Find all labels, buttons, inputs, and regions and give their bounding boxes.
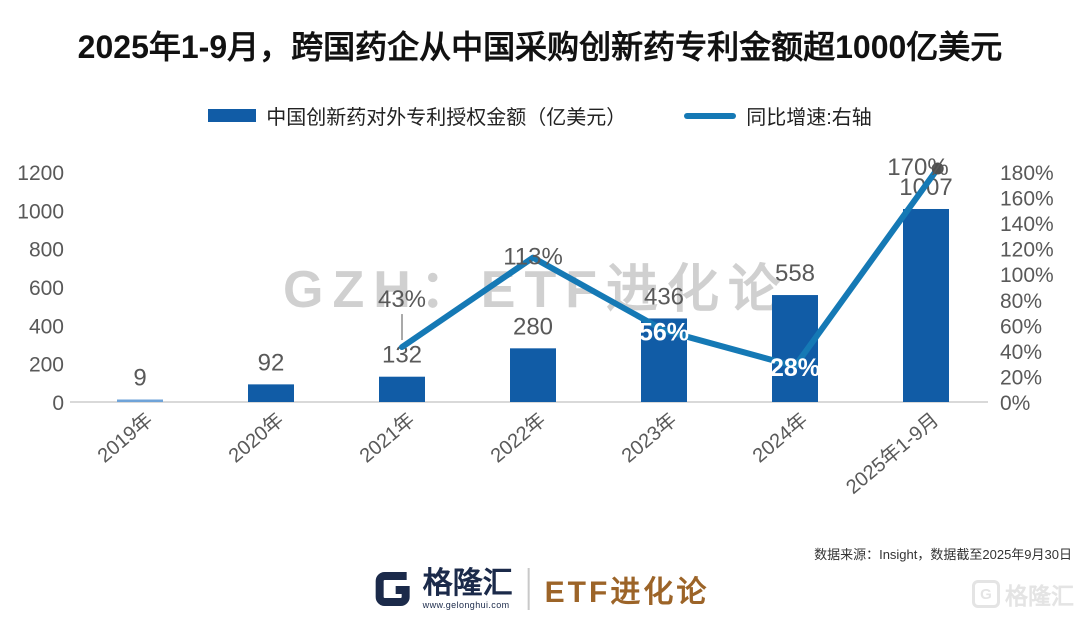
- line-value-label: 28%: [770, 354, 820, 382]
- bar-value-label: 558: [775, 260, 815, 287]
- corner-watermark-text: 格隆汇: [1005, 583, 1074, 609]
- gelonghui-brand-name: 格隆汇: [422, 566, 513, 600]
- corner-watermark: G 格隆汇: [972, 577, 1074, 611]
- left-axis-tick: 1200: [17, 162, 64, 185]
- right-axis-tick: 20%: [1000, 366, 1042, 389]
- line-value-label: 43%: [378, 286, 426, 313]
- bar-value-label: 436: [644, 283, 684, 310]
- line-value-label: 56%: [639, 318, 689, 346]
- combo-chart: 0200400600800100012000%20%40%60%80%100%1…: [17, 154, 1054, 499]
- gelonghui-brand: 格隆汇 www.gelonghui.com: [371, 567, 513, 611]
- x-axis-label-2019年: 2019年: [93, 408, 157, 467]
- chart-legend: 中国创新药对外专利授权金额（亿美元） 同比增速:右轴: [0, 101, 1080, 130]
- legend-line-label: 同比增速:右轴: [746, 107, 872, 129]
- growth-line: [399, 165, 941, 370]
- gelonghui-url: www.gelonghui.com: [422, 599, 510, 610]
- bar-series-swatch-icon: [208, 109, 257, 122]
- legend-item-bars: 中国创新药对外专利授权金额（亿美元）: [208, 101, 626, 130]
- footer-logo-block: 格隆汇 www.gelonghui.com ETF进化论: [371, 567, 710, 611]
- bar-2021年: [379, 376, 425, 402]
- line-series-swatch-icon: [684, 112, 737, 119]
- bar-2022年: [510, 348, 556, 402]
- footer-divider: [527, 568, 530, 610]
- data-source-note: 数据来源：Insight，数据截至2025年9月30日: [814, 547, 1072, 562]
- line-value-label: 113%: [503, 244, 563, 271]
- right-axis-tick: 140%: [1000, 213, 1054, 236]
- bar-value-label: 92: [258, 349, 285, 376]
- legend-bars-label: 中国创新药对外专利授权金额（亿美元）: [266, 107, 627, 129]
- bar-value-label: 280: [513, 313, 553, 340]
- right-axis-tick: 180%: [1000, 162, 1054, 185]
- right-axis-tick: 160%: [1000, 188, 1054, 211]
- x-axis-label-2025年1-9月: 2025年1-9月: [842, 408, 944, 499]
- account-name: ETF进化论: [544, 576, 710, 609]
- right-axis-tick: 80%: [1000, 290, 1042, 313]
- bar-2019年: [117, 399, 163, 402]
- corner-watermark-g-icon: G: [972, 580, 1000, 608]
- left-axis-tick: 400: [29, 315, 64, 338]
- line-value-label: 170%: [887, 154, 948, 181]
- bar-value-label: 9: [133, 365, 146, 392]
- bar-2025年1-9月: [903, 208, 949, 402]
- x-axis-label-2022年: 2022年: [486, 408, 550, 467]
- left-axis-tick: 600: [29, 277, 64, 300]
- right-axis-tick: 120%: [1000, 239, 1054, 262]
- gelonghui-logo-icon: [375, 572, 410, 606]
- line-end-dot-icon: [931, 162, 944, 175]
- left-axis-tick: 800: [29, 239, 64, 262]
- right-axis-tick: 0%: [1000, 392, 1030, 415]
- x-axis-label-2024年: 2024年: [748, 408, 812, 467]
- left-axis-tick: 200: [29, 354, 64, 377]
- right-axis-tick: 40%: [1000, 341, 1042, 364]
- chart-title: 2025年1-9月，跨国药企从中国采购创新药专利金额超1000亿美元: [77, 29, 1003, 65]
- left-axis-tick: 1000: [17, 200, 64, 223]
- bar-2020年: [248, 384, 294, 402]
- right-axis-tick: 60%: [1000, 315, 1042, 338]
- right-axis-tick: 100%: [1000, 264, 1054, 287]
- x-axis-label-2020年: 2020年: [224, 408, 288, 467]
- x-axis-label-2023年: 2023年: [617, 408, 681, 467]
- x-axis-label-2021年: 2021年: [355, 408, 419, 467]
- left-axis-tick: 0: [52, 392, 64, 415]
- legend-item-line: 同比增速:右轴: [684, 101, 872, 130]
